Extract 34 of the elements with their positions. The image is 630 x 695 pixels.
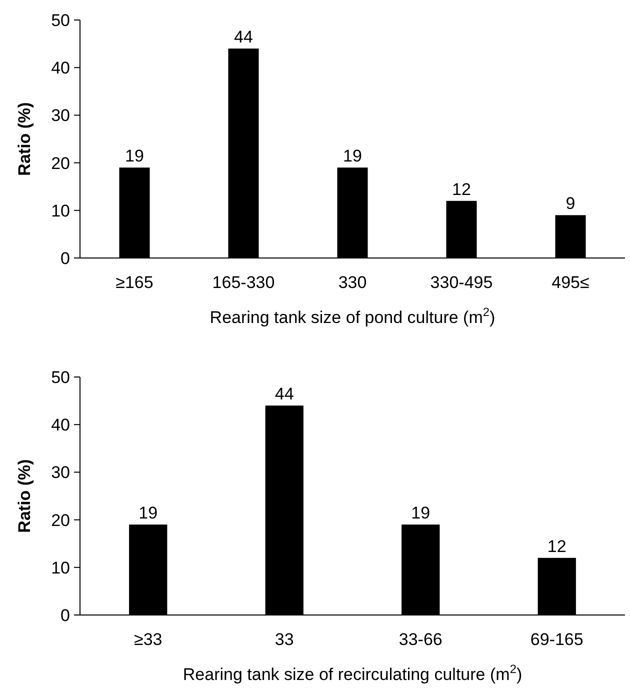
data-label: 19 [411,504,430,523]
y-tick-label: 50 [51,10,70,30]
y-tick-label: 40 [51,58,70,78]
y-axis-title: Ratio (%) [15,102,34,176]
x-tick-label: 33-66 [398,630,442,649]
y-tick-label: 30 [51,106,70,126]
data-label: 19 [138,504,158,523]
y-tick-label: 10 [51,558,70,578]
x-tick-label: 495≤ [552,273,590,292]
x-tick-label: 33 [274,630,294,649]
x-tick-label: 165-330 [212,273,275,292]
x-tick-label: 330-495 [430,273,493,292]
y-tick-label: 10 [51,201,70,220]
y-tick-label: 40 [51,416,70,435]
x-tick-label: ≥33 [134,630,162,649]
x-axis-title: Rearing tank size of recirculating culture (m$^{2}$) [182,662,522,684]
y-tick-label: 50 [51,368,70,387]
y-tick-label: 30 [51,463,70,482]
data-label: 44 [234,28,253,47]
x-tick-label: 330 [338,273,367,292]
y-tick-label: 20 [51,154,70,173]
y-tick-label: 0 [60,606,70,625]
x-axis-title: Rearing tank size of pond culture (m$^{2}$) [210,305,496,327]
y-tick-label: 0 [60,248,70,268]
data-label: 12 [547,536,566,556]
data-label: 9 [566,194,576,214]
y-axis-title: Ratio (%) [15,459,34,533]
data-label: 19 [125,146,144,166]
y-tick-label: 20 [51,510,70,530]
x-tick-label: ≥165 [116,273,154,292]
data-label: 19 [343,146,362,166]
data-label: 44 [274,384,294,404]
x-tick-label: 69-165 [530,630,584,649]
data-label: 12 [452,180,471,199]
